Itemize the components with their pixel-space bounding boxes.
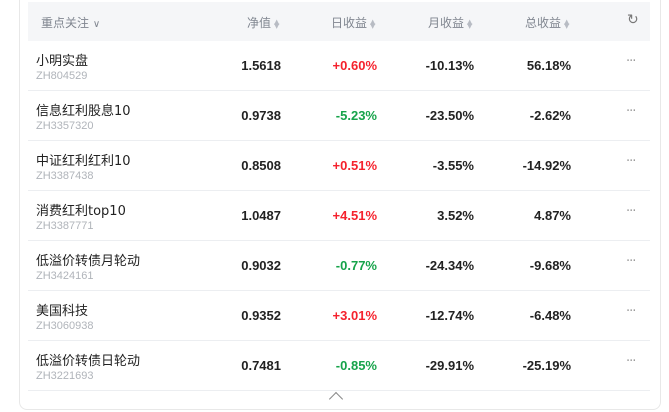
sort-month[interactable]: 月收益 ▲ ▼ — [428, 14, 472, 31]
portfolio-name[interactable]: 小明实盘 — [36, 54, 89, 69]
month-return: -24.34% — [425, 258, 474, 273]
table-row[interactable]: 中证红利红利10 ZH3387438 0.8508 +0.51% -3.55% … — [28, 141, 650, 191]
nav-value: 0.9352 — [241, 308, 281, 323]
sort-icon: ▲ ▼ — [274, 17, 280, 30]
day-header: 日收益 — [331, 16, 368, 30]
more-icon[interactable]: ··· — [626, 104, 636, 119]
day-return: +3.01% — [332, 308, 377, 323]
day-return: -0.77% — [335, 258, 377, 273]
month-return: -10.13% — [425, 58, 474, 73]
watchlist-label: 重点关注 — [41, 16, 90, 30]
chevron-down-icon: ∨ — [92, 19, 101, 30]
nav-value: 0.8508 — [241, 158, 281, 173]
table-row[interactable]: 低溢价转债日轮动 ZH3221693 0.7481 -0.85% -29.91%… — [28, 341, 650, 391]
watchlist-card — [19, 0, 661, 410]
nav-value: 1.5618 — [241, 58, 281, 73]
month-return: -3.55% — [432, 158, 474, 173]
total-return: 4.87% — [534, 208, 571, 223]
table-row[interactable]: 信息红利股息10 ZH3357320 0.9738 -5.23% -23.50%… — [28, 91, 650, 141]
portfolio-code: ZH3221693 — [36, 370, 94, 382]
nav-header: 净值 — [247, 16, 272, 30]
portfolio-name[interactable]: 美国科技 — [36, 304, 89, 319]
sort-icon: ▲ ▼ — [467, 17, 473, 30]
portfolio-code: ZH3424161 — [36, 270, 94, 282]
portfolio-name[interactable]: 消费红利top10 — [36, 204, 126, 219]
nav-value: 0.9738 — [241, 108, 281, 123]
sort-nav[interactable]: 净值 ▲ ▼ — [247, 14, 279, 31]
more-icon[interactable]: ··· — [626, 204, 636, 219]
total-return: -25.19% — [522, 358, 571, 373]
day-return: +0.60% — [332, 58, 377, 73]
day-return: +0.51% — [332, 158, 377, 173]
table-row[interactable]: 小明实盘 ZH804529 1.5618 +0.60% -10.13% 56.1… — [28, 41, 650, 91]
portfolio-name[interactable]: 信息红利股息10 — [36, 104, 131, 119]
month-return: -23.50% — [425, 108, 474, 123]
more-icon[interactable]: ··· — [626, 354, 636, 369]
table-row[interactable]: 低溢价转债月轮动 ZH3424161 0.9032 -0.77% -24.34%… — [28, 241, 650, 291]
portfolio-name[interactable]: 低溢价转债月轮动 — [36, 254, 141, 269]
portfolio-name[interactable]: 中证红利红利10 — [36, 154, 131, 169]
more-icon[interactable]: ··· — [626, 154, 636, 169]
refresh-icon[interactable]: ↻ — [627, 12, 639, 28]
watchlist-dropdown[interactable]: 重点关注 ∨ — [41, 14, 100, 31]
sort-day[interactable]: 日收益 ▲ ▼ — [331, 14, 375, 31]
portfolio-code: ZH3060938 — [36, 320, 94, 332]
more-icon[interactable]: ··· — [626, 304, 636, 319]
table-row[interactable]: 美国科技 ZH3060938 0.9352 +3.01% -12.74% -6.… — [28, 291, 650, 341]
total-return: -9.68% — [529, 258, 571, 273]
table-header: 重点关注 ∨ 净值 ▲ ▼ 日收益 ▲ ▼ 月收益 ▲ ▼ 总收益 ▲ ▼ ↻ — [28, 2, 650, 41]
portfolio-code: ZH804529 — [36, 70, 88, 82]
nav-value: 0.9032 — [241, 258, 281, 273]
month-return: 3.52% — [437, 208, 474, 223]
day-return: +4.51% — [332, 208, 377, 223]
portfolio-code: ZH3357320 — [36, 120, 94, 132]
total-return: -2.62% — [529, 108, 571, 123]
nav-value: 1.0487 — [241, 208, 281, 223]
sort-total[interactable]: 总收益 ▲ ▼ — [525, 14, 569, 31]
sort-icon: ▲ ▼ — [564, 17, 570, 30]
portfolio-code: ZH3387438 — [36, 170, 94, 182]
day-return: -0.85% — [335, 358, 377, 373]
total-header: 总收益 — [525, 16, 562, 30]
day-return: -5.23% — [335, 108, 377, 123]
sort-icon: ▲ ▼ — [370, 17, 376, 30]
total-return: -6.48% — [529, 308, 571, 323]
more-icon[interactable]: ··· — [626, 54, 636, 69]
total-return: 56.18% — [526, 58, 571, 73]
more-icon[interactable]: ··· — [626, 254, 636, 269]
portfolio-name[interactable]: 低溢价转债日轮动 — [36, 354, 141, 369]
month-header: 月收益 — [428, 16, 465, 30]
total-return: -14.92% — [522, 158, 571, 173]
month-return: -12.74% — [425, 308, 474, 323]
portfolio-code: ZH3387771 — [36, 220, 94, 232]
nav-value: 0.7481 — [241, 358, 281, 373]
month-return: -29.91% — [425, 358, 474, 373]
table-row[interactable]: 消费红利top10 ZH3387771 1.0487 +4.51% 3.52% … — [28, 191, 650, 241]
